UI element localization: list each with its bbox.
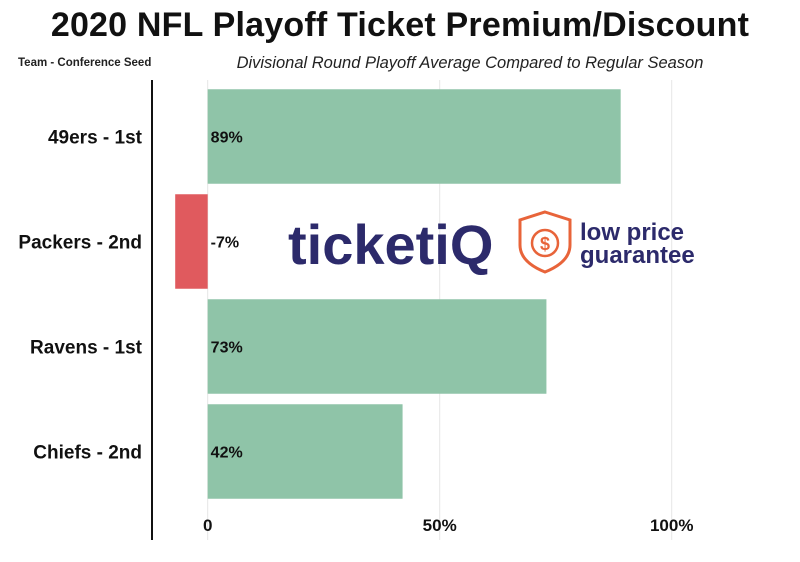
bars [175,89,621,499]
data-label: 42% [211,445,243,462]
x-tick-label: 0 [203,516,212,535]
chart-subtitle: Divisional Round Playoff Average Compare… [236,54,704,72]
category-label: Ravens - 1st [30,338,143,359]
data-label: 73% [211,340,243,357]
data-label: -7% [211,235,239,252]
svg-text:$: $ [540,234,550,254]
bar [175,194,208,289]
shield-dollar-icon: $ [518,210,572,274]
tagline-line-1: low price [580,219,684,246]
x-tick-label: 100% [650,516,693,535]
ticketiq-logo: ticketiQ $ low price guarantee [288,210,695,276]
brand-text: ticketiQ [288,213,493,276]
chart-title: 2020 NFL Playoff Ticket Premium/Discount [50,6,750,44]
tagline-line-2: guarantee [580,242,695,269]
bar [207,404,403,499]
bar [207,299,547,394]
category-header: Team - Conference Seed [18,57,152,69]
bar [207,89,621,184]
data-label: 89% [211,130,243,147]
x-tick-label: 50% [423,516,457,535]
category-label: Chiefs - 2nd [33,443,142,464]
labels: 0 50% 100% 89% 49ers - 1st -7% Packers - 2nd 73… [18,128,693,536]
category-label: Packers - 2nd [18,233,142,254]
category-label: 49ers - 1st [48,128,143,149]
